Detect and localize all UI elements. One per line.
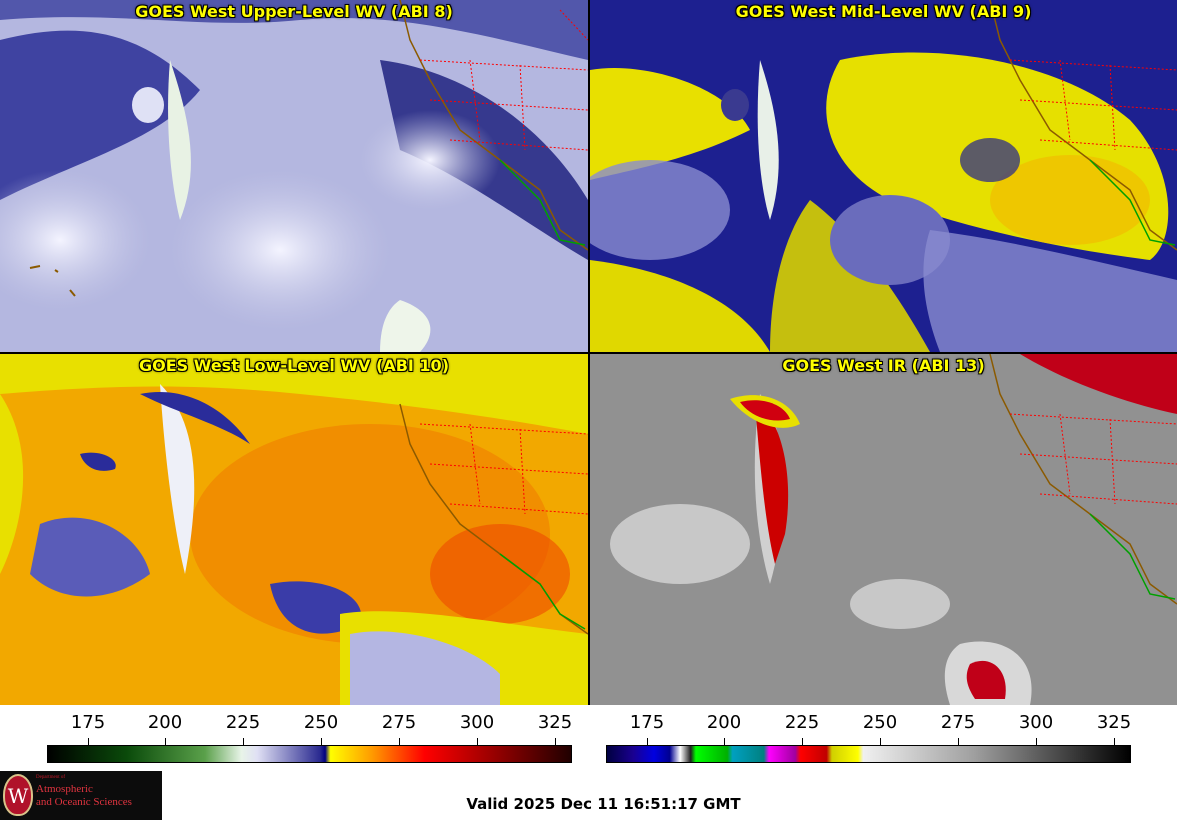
mid-level-wv-image: [590, 0, 1177, 352]
logo-line1: Atmospheric: [36, 783, 93, 795]
low-level-wv-image: [0, 354, 588, 705]
panel-divider-horizontal: [0, 352, 1177, 354]
ir-image: [590, 354, 1177, 705]
colorbar-tick: 200: [706, 712, 742, 733]
upper-level-wv-panel: GOES West Upper-Level WV (ABI 8): [0, 0, 588, 352]
valid-time: Valid 2025 Dec 11 16:51:17 GMT: [466, 795, 741, 813]
panel-title: GOES West Upper-Level WV (ABI 8): [135, 2, 453, 21]
mid-level-wv-panel: GOES West Mid-Level WV (ABI 9): [590, 0, 1177, 352]
colorbar-tick: 300: [1018, 712, 1054, 733]
colorbar-tick: 175: [70, 712, 106, 733]
panel-title: GOES West Mid-Level WV (ABI 9): [735, 2, 1032, 21]
aos-logo: W Department of Atmospheric and Oceanic …: [0, 771, 162, 820]
panel-title: GOES West Low-Level WV (ABI 10): [138, 356, 449, 375]
ir-panel: GOES West IR (ABI 13): [590, 354, 1177, 705]
colorbar-tick: 250: [862, 712, 898, 733]
colorbar-tick: 300: [459, 712, 495, 733]
colorbar-tick: 200: [147, 712, 183, 733]
colorbar-tick: 275: [381, 712, 417, 733]
logo-dept: Department of: [36, 775, 66, 780]
upper-level-wv-image: [0, 0, 588, 352]
colorbar-tick: 225: [784, 712, 820, 733]
colorbar-tick: 175: [629, 712, 665, 733]
colorbar-tick: 325: [537, 712, 573, 733]
uw-seal-icon: W: [3, 774, 33, 816]
low-level-wv-panel: GOES West Low-Level WV (ABI 10): [0, 354, 588, 705]
colorbar-tick: 250: [303, 712, 339, 733]
ir-colorbar-gradient: [606, 745, 1131, 763]
colorbar-tick: 225: [225, 712, 261, 733]
wv-colorbar-gradient: [47, 745, 572, 763]
logo-line2: and Oceanic Sciences: [36, 796, 132, 808]
colorbar-tick: 275: [940, 712, 976, 733]
colorbar-tick: 325: [1096, 712, 1132, 733]
panel-title: GOES West IR (ABI 13): [782, 356, 985, 375]
